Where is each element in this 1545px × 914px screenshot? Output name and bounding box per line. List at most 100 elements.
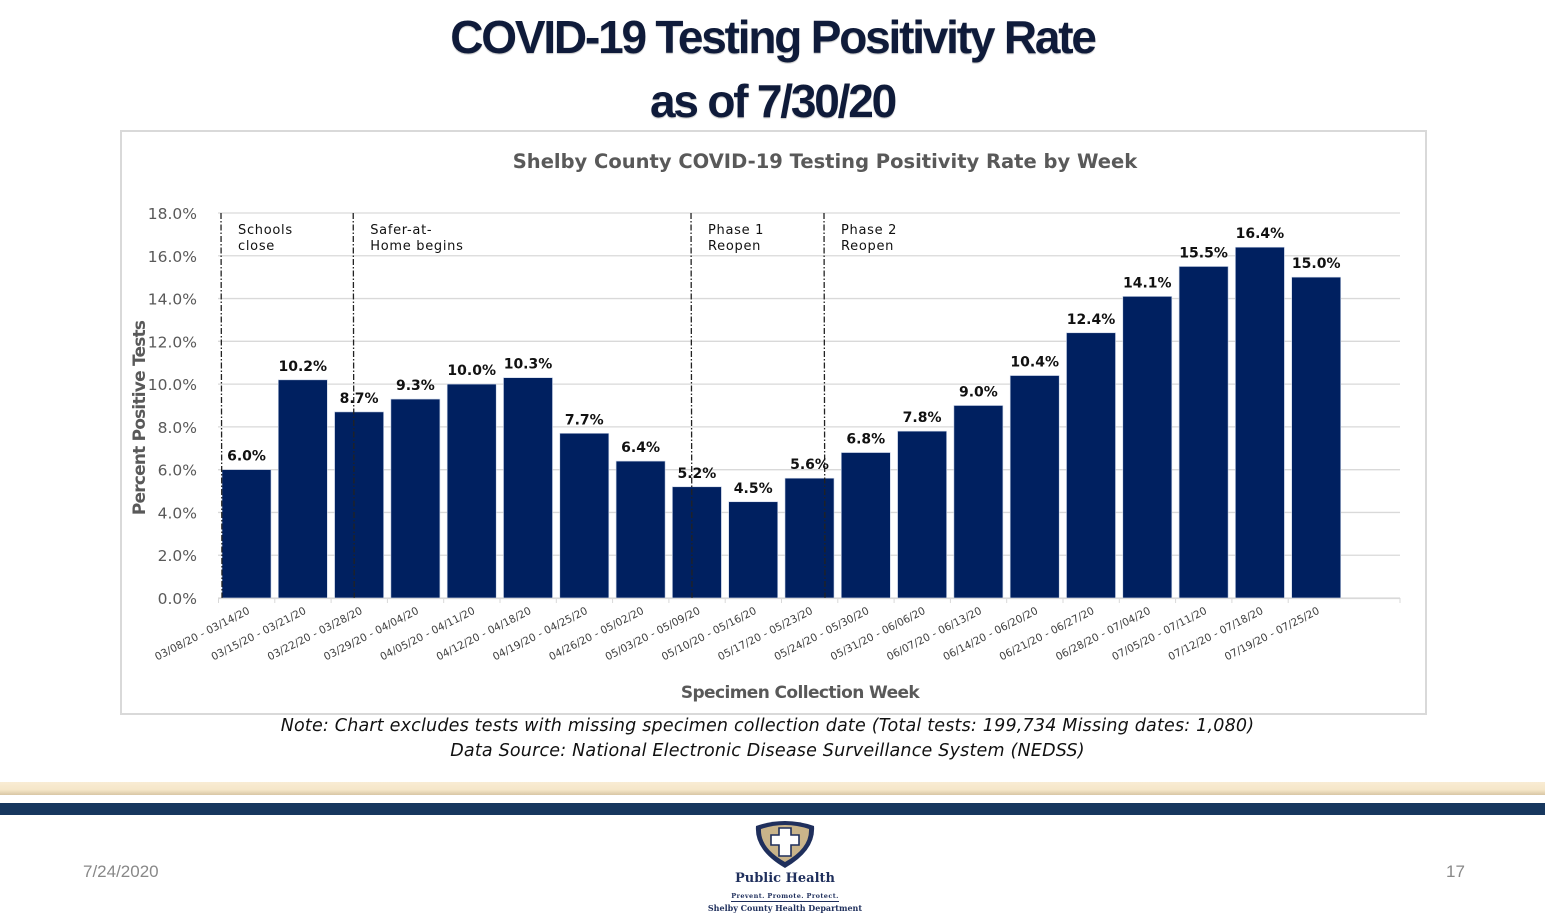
annotation-label: Safer-at- [370,223,432,238]
y-axis-label: Percent Positive Tests [130,320,150,515]
bar [1235,246,1285,599]
data-label: 6.8% [846,432,885,448]
data-label: 7.8% [903,410,942,426]
slide-title-line-2: as of 7/30/20 [649,75,897,127]
x-axis-label: Specimen Collection Week [681,683,921,703]
event-line [220,212,223,599]
data-label: 10.4% [1010,355,1059,371]
y-tick-label: 18.0% [148,205,197,223]
bar [1009,375,1060,599]
data-source-note: Data Source: National Electronic Disease… [450,741,1085,761]
data-label: 6.0% [227,449,266,465]
bar [728,501,779,599]
data-label: 9.0% [959,385,998,401]
logo-name: Public Health [734,871,835,886]
y-tick-label: 6.0% [158,462,197,480]
data-label: 15.0% [1292,256,1341,272]
data-label: 12.4% [1067,312,1116,328]
decorative-band-dark [0,803,1545,815]
x-tick-label: 03/29/20 - 04/04/20 [322,605,421,663]
annotation-label: close [238,239,275,254]
logo-tagline: Prevent. Promote. Protect. [731,892,839,902]
public-health-logo: Public Health Prevent. Promote. Protect.… [700,818,870,913]
data-label: 16.4% [1236,226,1285,242]
event-lines [220,212,826,599]
slide-title-line-1: COVID-19 Testing Positivity Rate [450,11,1097,63]
data-label: 8.7% [340,391,379,407]
y-tick-label: 8.0% [158,419,197,437]
bar [1066,332,1116,599]
x-tick-label: 04/12/20 - 04/18/20 [435,605,534,663]
event-line [823,212,826,599]
data-label: 7.7% [565,412,604,428]
x-tick-label: 03/15/20 - 03/21/20 [209,605,308,663]
x-tick-label: 05/10/20 - 05/16/20 [660,605,759,663]
data-label: 14.1% [1123,275,1172,291]
data-label: 5.2% [677,466,716,482]
data-label: 9.3% [396,378,435,394]
footer-date: 7/24/2020 [83,862,159,881]
data-label: 4.5% [734,481,773,497]
page-number: 17 [1446,862,1465,881]
x-tick-label: 06/28/20 - 07/04/20 [1054,605,1153,663]
decorative-band-light [0,782,1545,795]
x-tick-label: 05/17/20 - 05/23/20 [716,605,815,663]
annotation-label: Home begins [370,239,463,254]
annotation-label: Reopen [708,239,761,254]
data-label: 6.4% [621,440,660,456]
bar [672,486,722,599]
data-label: 10.0% [447,363,496,379]
x-tick-label: 05/24/20 - 05/30/20 [772,605,871,663]
event-line [352,212,355,599]
annotation-label: Schools [238,223,293,238]
event-line [690,212,693,599]
x-tick-label: 05/31/20 - 06/06/20 [829,605,928,663]
bar [503,377,553,599]
x-tick-label: 06/21/20 - 06/27/20 [998,605,1097,663]
bar [334,411,384,599]
x-tick-label: 06/07/20 - 06/13/20 [885,605,984,663]
bar [277,379,328,599]
chart-note: Note: Chart excludes tests with missing … [280,716,1255,736]
bar [390,398,441,599]
x-tick-label: 07/05/20 - 07/11/20 [1110,605,1209,663]
data-label: 15.5% [1179,245,1228,261]
annotation-label: Phase 2 [841,223,897,238]
y-tick-label: 2.0% [158,547,197,565]
x-tick-label: 04/26/20 - 05/02/20 [547,605,646,663]
y-tick-label: 0.0% [158,590,197,608]
bar [559,433,610,599]
bars [221,246,1341,599]
x-tick-label: 05/03/20 - 05/09/20 [603,605,702,663]
bar [1178,266,1229,599]
x-tick-label: 03/08/20 - 03/14/20 [153,605,252,663]
x-tick-label: 04/05/20 - 04/11/20 [378,605,477,663]
chart-title: Shelby County COVID-19 Testing Positivit… [513,150,1138,173]
bar [1122,296,1173,599]
y-tick-label: 14.0% [148,291,197,309]
x-tick-label: 07/12/20 - 07/18/20 [1166,605,1265,663]
bar [446,383,497,599]
x-tick-label: 03/22/20 - 03/28/20 [266,605,365,663]
data-label: 10.3% [504,357,553,373]
y-tick-label: 16.0% [148,248,197,266]
data-label: 10.2% [279,359,328,375]
shield-cross-icon [755,821,815,868]
x-tick-label: 04/19/20 - 04/25/20 [491,605,590,663]
annotation-label: Phase 1 [708,223,764,238]
logo-department: Shelby County Health Department [707,903,863,913]
bar [784,477,835,599]
y-tick-label: 4.0% [158,504,197,522]
y-axis-ticks: 0.0% 2.0% 4.0% 6.0% 8.0% 10.0% 12.0% 14.0% 16.0%… [148,205,197,608]
bar [1291,276,1341,599]
bar [840,452,891,599]
x-tick-label: 07/19/20 - 07/25/20 [1223,605,1322,663]
x-tick-label: 06/14/20 - 06/20/20 [941,605,1040,663]
bar [953,405,1004,599]
y-tick-label: 12.0% [148,333,197,351]
bar [221,469,272,599]
annotation-label: Reopen [841,239,894,254]
